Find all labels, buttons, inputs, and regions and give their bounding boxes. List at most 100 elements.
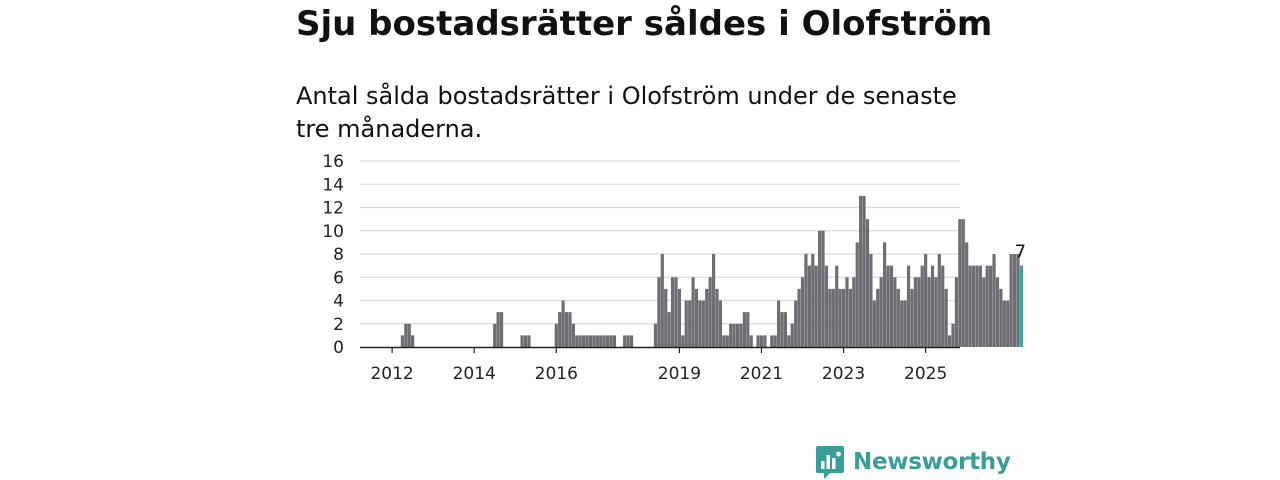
bar [554, 323, 558, 347]
y-tick-label: 2 [333, 315, 344, 335]
bar [725, 335, 729, 348]
bar [715, 288, 719, 348]
bar [838, 288, 842, 348]
bar [674, 277, 678, 347]
y-tick-label: 16 [322, 152, 344, 172]
bar [759, 335, 764, 348]
bar [947, 335, 952, 348]
bar [667, 312, 671, 348]
bar [708, 277, 712, 347]
bar [783, 312, 788, 348]
bar [821, 230, 825, 347]
bar [913, 277, 917, 347]
bar [742, 312, 746, 348]
bar [670, 277, 675, 347]
bar [626, 335, 630, 348]
bar [718, 300, 723, 347]
bar [520, 335, 524, 348]
bar [602, 335, 606, 348]
bar [407, 323, 411, 347]
bar [657, 277, 661, 347]
bar [411, 335, 415, 348]
x-tick-label: 2016 [535, 364, 578, 384]
bar [893, 277, 897, 347]
bar [1009, 254, 1013, 347]
bar [807, 265, 811, 348]
bar [404, 323, 408, 347]
bar [917, 277, 921, 347]
x-tick-label: 2025 [904, 364, 947, 384]
bar [876, 288, 880, 348]
bar [794, 300, 798, 347]
bar [886, 265, 890, 348]
y-tick-label: 6 [333, 268, 344, 288]
bar [814, 265, 818, 348]
bar [859, 195, 863, 348]
newsworthy-logo-icon [816, 446, 844, 479]
bar [841, 288, 846, 348]
x-tick-label: 2023 [822, 364, 865, 384]
bar [951, 323, 955, 347]
bar [664, 288, 668, 348]
bar [824, 265, 829, 348]
y-tick-label: 12 [322, 199, 344, 219]
bar [592, 335, 596, 348]
chart-subtitle: Antal sålda bostadsrätter i Olofström un… [296, 82, 957, 143]
bar-latest [1019, 265, 1023, 348]
bar [944, 288, 948, 348]
last-value-label: 7 [1015, 242, 1026, 263]
bar [910, 288, 914, 348]
bar [978, 265, 982, 348]
y-axis-ticks: 0 2 4 6 8 10 12 14 16 [322, 152, 344, 358]
bar [985, 265, 989, 348]
bar [735, 323, 740, 347]
bar [729, 323, 733, 347]
bar [561, 300, 565, 347]
bar [924, 254, 928, 347]
bar [694, 288, 699, 348]
bar [571, 323, 575, 347]
bar [835, 265, 839, 348]
brand-logo: Newsworthy [815, 444, 1011, 480]
bar [493, 323, 497, 347]
bar [1016, 254, 1020, 347]
bar [653, 323, 658, 347]
bar [605, 335, 610, 348]
bar [855, 242, 859, 348]
bar [623, 335, 627, 348]
bar [582, 335, 586, 348]
x-tick-label: 2021 [740, 364, 783, 384]
bar [763, 335, 767, 348]
bar [722, 335, 726, 348]
bar [800, 277, 805, 347]
bar [595, 335, 599, 348]
bar [732, 323, 736, 347]
x-tick-label: 2019 [658, 364, 701, 384]
bar [848, 288, 852, 348]
y-tick-label: 10 [322, 222, 344, 242]
bar [903, 300, 907, 347]
bar [612, 335, 617, 348]
bar [941, 265, 945, 348]
bar [920, 265, 924, 348]
bar [400, 335, 404, 348]
bar [564, 312, 569, 348]
bar [971, 265, 976, 348]
brand-name: Newsworthy [853, 449, 1011, 475]
bar [828, 288, 832, 348]
bar [681, 335, 685, 348]
bar [811, 254, 815, 347]
chart-title: Sju bostadsrätter såldes i Olofström [296, 4, 993, 44]
bar [677, 288, 681, 348]
bar [961, 219, 965, 348]
bar [787, 335, 791, 348]
bar [883, 242, 887, 348]
bar [629, 335, 634, 348]
y-tick-label: 4 [333, 292, 344, 312]
bar [965, 242, 969, 348]
bar [845, 277, 849, 347]
x-axis-ticks: 2012 2014 2016 2019 2021 2023 2025 [370, 347, 947, 384]
bar [770, 335, 774, 348]
y-tick-label: 8 [333, 245, 344, 265]
bar [599, 335, 603, 348]
